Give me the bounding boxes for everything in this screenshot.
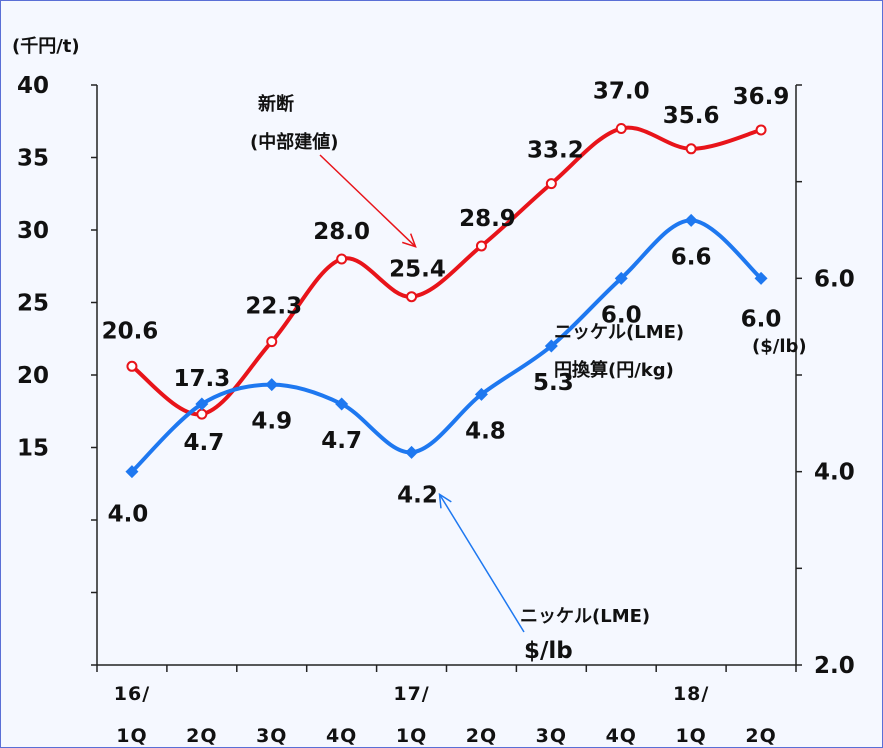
x-label-quarter: 4Q: [606, 725, 637, 747]
shindan-data-label: 33.2: [527, 138, 584, 164]
shindan-data-label: 25.4: [389, 257, 446, 283]
nickel-usd-point: [754, 271, 768, 285]
left-tick-label: 20: [17, 363, 49, 389]
shindan-data-label: 28.9: [459, 206, 516, 232]
x-label-year: 18/: [673, 683, 709, 705]
nickel-usd-arrow-shaft: [438, 493, 525, 633]
right-tick-label: 4.0: [814, 460, 855, 486]
shindan-arrow-head: [402, 233, 417, 248]
tick-labels: 40 35 30 25 20 15 6.0 4.0 2.0 (千円/t) ($/lb) 16/1Q 2Q…: [12, 36, 855, 747]
nickel-usd-point: [474, 387, 488, 401]
shindan-data-label: 35.6: [663, 103, 720, 129]
shindan-arrow-shaft: [319, 154, 417, 248]
nickel-usd-data-label: 4.0: [108, 502, 149, 528]
nickel-usd-annotation-line1: ニッケル(LME): [520, 606, 650, 627]
shindan-data-label: 37.0: [593, 79, 650, 105]
nickel-usd-data-label: 4.7: [321, 428, 362, 454]
shindan-point: [475, 240, 487, 252]
series-layer: [125, 123, 768, 479]
axes: [91, 84, 802, 672]
nickel-usd-annotation-line2: $/lb: [524, 638, 573, 664]
nickel-usd-data-label: 4.9: [251, 409, 292, 435]
shindan-point: [266, 336, 278, 348]
left-tick-label: 35: [17, 146, 49, 172]
annotations: 新断 (中部建値) ニッケル(LME) 円換算(円/kg) ニッケル(LME) $/lb: [250, 93, 684, 664]
x-label-quarter: 1Q: [675, 725, 706, 747]
right-tick-label: 2.0: [814, 653, 855, 679]
nickel-usd-data-label: 6.6: [671, 244, 712, 270]
nickel-usd-data-label: 4.2: [397, 482, 438, 508]
shindan-data-label: 36.9: [733, 84, 790, 110]
shindan-data-label: 22.3: [245, 294, 302, 320]
nickel-yen-annotation-line1: ニッケル(LME): [554, 322, 684, 343]
shindan-point: [126, 360, 138, 372]
nickel-usd-data-label: 5.3: [533, 370, 574, 396]
nickel-usd-data-label: 6.0: [601, 302, 642, 328]
x-label-year: 17/: [393, 683, 429, 705]
right-tick-label: 6.0: [814, 266, 855, 292]
nickel-usd-point: [544, 339, 558, 353]
x-label-quarter: 1Q: [396, 725, 427, 747]
shindan-point: [755, 124, 767, 136]
nickel-usd-point: [684, 213, 698, 227]
nickel-yen-annotation-line2: 円換算(円/kg): [554, 359, 674, 381]
nickel-usd-data-label: 4.7: [183, 430, 224, 456]
shindan-data-label: 17.3: [173, 366, 230, 392]
nickel-usd-point: [335, 397, 349, 411]
nickel-usd-data-label: 4.8: [465, 418, 506, 444]
x-label-quarter: 2Q: [186, 725, 217, 747]
x-label-quarter: 3Q: [536, 725, 567, 747]
shindan-annotation-line1: 新断: [258, 93, 294, 115]
shindan-data-label: 20.6: [102, 318, 159, 344]
left-tick-label: 25: [17, 291, 49, 317]
x-label-quarter: 4Q: [326, 725, 357, 747]
nickel-usd-point: [265, 378, 279, 392]
nickel-usd-data-label: 6.0: [741, 306, 782, 332]
shindan-point: [336, 253, 348, 265]
nickel-usd-point: [125, 465, 139, 479]
nickel-usd-arrow-head: [438, 492, 452, 509]
shindan-point: [196, 408, 208, 420]
data-labels: 20.6 17.3 22.3 28.0 25.4 28.9 33.2 37.0 35.6 36.9…: [102, 79, 790, 528]
x-label-year: 16/: [114, 683, 150, 705]
x-label-quarter: 1Q: [116, 725, 147, 747]
x-label-quarter: 2Q: [745, 725, 776, 747]
shindan-point: [406, 291, 418, 303]
shindan-point: [615, 123, 627, 134]
left-tick-label: 30: [17, 218, 49, 244]
shindan-point: [685, 143, 697, 155]
nickel-usd-point: [405, 445, 419, 459]
x-label-quarter: 2Q: [466, 725, 497, 747]
right-axis-unit: ($/lb): [752, 336, 807, 357]
nickel-usd-point: [614, 271, 628, 285]
shindan-point: [545, 178, 557, 190]
left-tick-label: 15: [17, 436, 49, 462]
left-axis-unit: (千円/t): [12, 36, 80, 57]
left-tick-label: 40: [17, 73, 49, 99]
shindan-data-label: 28.0: [313, 219, 370, 245]
x-label-quarter: 3Q: [256, 725, 287, 747]
nickel-usd-series-line: [130, 218, 763, 474]
nickel-usd-point: [195, 397, 209, 411]
shindan-annotation-line2: (中部建値): [250, 131, 338, 153]
